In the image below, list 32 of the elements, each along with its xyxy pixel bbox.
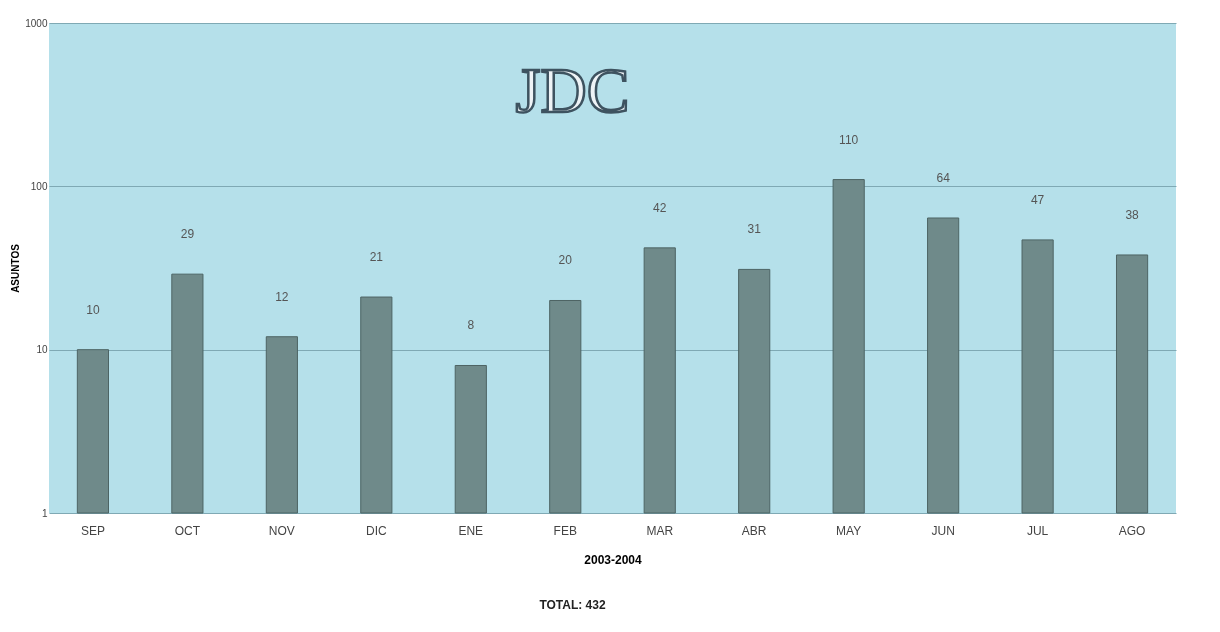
y-tick-label: 1000: [25, 17, 48, 29]
data-label: 38: [1125, 207, 1140, 222]
data-label: 31: [747, 222, 762, 237]
x-tick-label: SEP: [80, 523, 105, 538]
data-label: 110: [839, 132, 859, 147]
data-label: 8: [467, 318, 475, 333]
x-tick-label: JUL: [1026, 523, 1049, 538]
x-tick-label: NOV: [268, 523, 295, 538]
x-tick-label: MAR: [646, 523, 674, 538]
x-tick-label: ABR: [741, 523, 767, 538]
x-tick-label: DIC: [365, 523, 387, 538]
data-label: 47: [1030, 192, 1045, 207]
x-tick-label: OCT: [174, 523, 201, 538]
data-label: 20: [558, 253, 573, 268]
data-label: 21: [369, 250, 384, 265]
y-axis-title: ASUNTOS: [10, 243, 22, 293]
x-tick-label: AGO: [1118, 523, 1146, 538]
y-tick-label: 100: [30, 180, 48, 192]
x-tick-label: MAY: [836, 523, 862, 538]
data-label: 29: [180, 227, 195, 242]
text: JDC: [515, 55, 630, 126]
data-label: 10: [86, 302, 100, 317]
y-tick-label: 1: [41, 507, 48, 519]
x-tick-label: FEB: [553, 523, 577, 538]
x-axis-title: 2003-2004: [584, 552, 643, 567]
data-label: 42: [653, 200, 667, 215]
text: TOTAL: 432: [539, 598, 606, 612]
x-tick-label: JUN: [931, 523, 955, 538]
data-label: 12: [275, 289, 289, 304]
data-label: 64: [936, 170, 951, 185]
y-tick-label: 10: [36, 344, 48, 356]
x-tick-label: ENE: [458, 523, 484, 538]
